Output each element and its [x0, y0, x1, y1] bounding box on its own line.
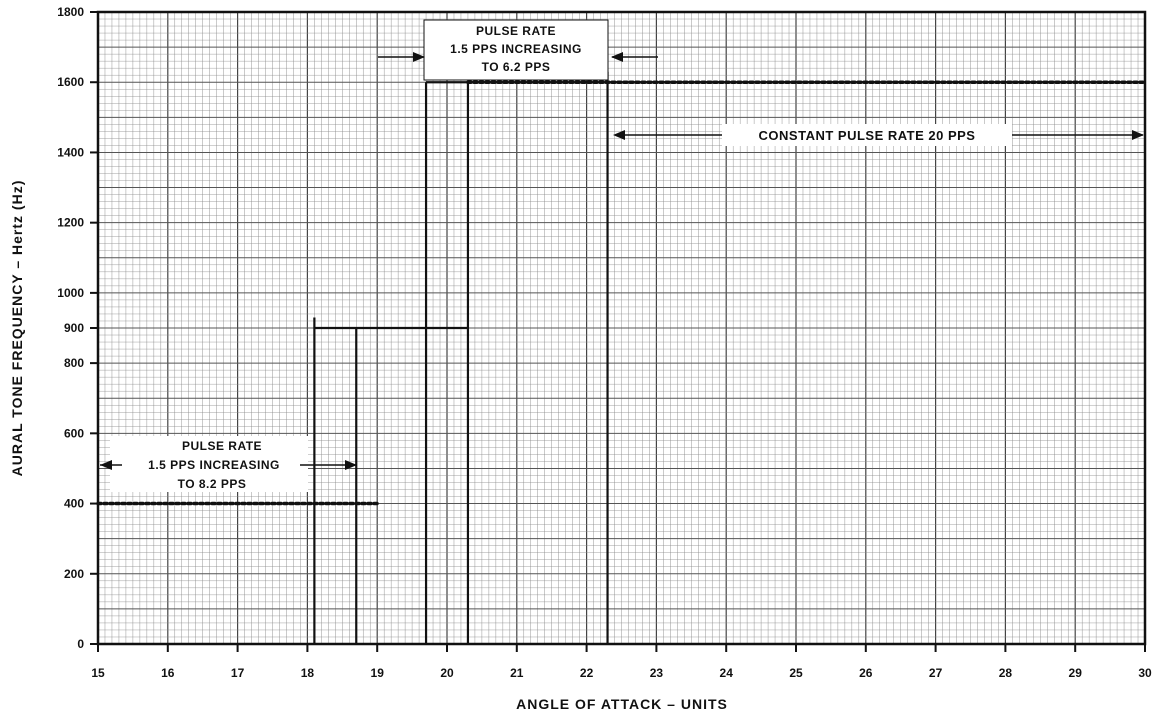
x-tick-label: 15 [91, 666, 105, 680]
x-tick-label: 29 [1069, 666, 1083, 680]
y-tick-label: 1400 [57, 145, 84, 159]
annotation-line: TO 6.2 PPS [482, 60, 551, 74]
annotation-box [110, 436, 308, 492]
y-tick-label: 800 [64, 356, 84, 370]
x-axis-title: ANGLE OF ATTACK – UNITS [516, 696, 728, 712]
y-tick-label: 200 [64, 567, 84, 581]
annotation-line: PULSE RATE [182, 439, 262, 453]
y-tick-label: 600 [64, 426, 84, 440]
y-tick-labels: 0 200 400 600 800 900 1000 1200 1400 1600 1800 [57, 5, 98, 651]
x-tick-label: 27 [929, 666, 943, 680]
y-axis-title: AURAL TONE FREQUENCY – Hertz (Hz) [9, 180, 25, 477]
annotation-line: PULSE RATE [476, 24, 556, 38]
x-tick-label: 30 [1138, 666, 1152, 680]
y-tick-label: 1800 [57, 5, 84, 19]
arrowhead-right [413, 52, 425, 62]
x-tick-label: 25 [789, 666, 803, 680]
x-tick-label: 16 [161, 666, 175, 680]
y-tick-label: 0 [77, 637, 84, 651]
arrowhead-right [345, 460, 357, 470]
annotation-line: TO 8.2 PPS [178, 477, 247, 491]
x-tick-label: 19 [371, 666, 385, 680]
y-tick-label: 900 [64, 321, 84, 335]
x-tick-label: 17 [231, 666, 245, 680]
annotation-pulse-rate-left: PULSE RATE 1.5 PPS INCREASING TO 8.2 PPS [100, 436, 357, 492]
x-tick-label: 24 [720, 666, 734, 680]
x-tick-labels: 15 16 17 18 19 20 21 22 23 24 25 26 27 28 29 30 [91, 644, 1152, 680]
annotation-line: CONSTANT PULSE RATE 20 PPS [759, 128, 976, 143]
x-tick-label: 20 [440, 666, 454, 680]
arrowhead-right [1132, 130, 1144, 140]
annotation-line: 1.5 PPS INCREASING [450, 42, 582, 56]
arrowhead-left [613, 130, 625, 140]
x-tick-label: 22 [580, 666, 594, 680]
y-tick-label: 1600 [57, 75, 84, 89]
x-tick-label: 18 [301, 666, 315, 680]
arrowhead-left [100, 460, 112, 470]
annotation-box [722, 124, 1012, 146]
annotation-constant-pulse-rate: CONSTANT PULSE RATE 20 PPS [613, 124, 1144, 146]
y-tick-label: 400 [64, 497, 84, 511]
y-tick-label: 1000 [57, 286, 84, 300]
x-tick-label: 21 [510, 666, 524, 680]
annotation-line: 1.5 PPS INCREASING [148, 458, 280, 472]
x-tick-label: 28 [999, 666, 1013, 680]
grid [97, 11, 1146, 645]
x-tick-label: 26 [859, 666, 873, 680]
x-tick-label: 23 [650, 666, 664, 680]
series-group [96, 71, 1147, 644]
y-tick-label: 1200 [57, 216, 84, 230]
arrowhead-left [611, 52, 623, 62]
annotation-pulse-rate-top: PULSE RATE 1.5 PPS INCREASING TO 6.2 PPS [378, 19, 658, 81]
annotation-box [423, 19, 609, 81]
